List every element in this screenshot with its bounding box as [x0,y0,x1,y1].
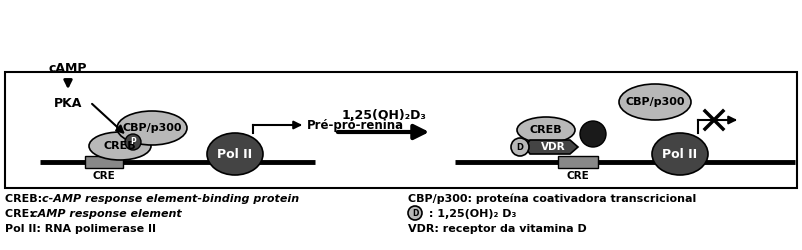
Text: Pol II: Pol II [217,148,253,160]
Circle shape [580,121,606,147]
Text: CRE:: CRE: [5,209,38,219]
Bar [5,72,797,188]
Text: 1,25(OH)₂D₃: 1,25(OH)₂D₃ [342,109,427,122]
Text: CREB: CREB [103,141,136,151]
Text: D: D [411,208,418,218]
Text: CBP/p300: proteína coativadora transcricional: CBP/p300: proteína coativadora transcric… [408,194,696,204]
Bar [85,156,123,168]
Ellipse shape [89,132,151,160]
Text: CRE: CRE [92,171,115,181]
Text: P: P [130,138,136,146]
Polygon shape [525,140,578,154]
Text: Pol II: Pol II [662,148,698,160]
Circle shape [125,134,141,150]
Text: Pol II: RNA polimerase II: Pol II: RNA polimerase II [5,224,156,234]
Text: VDR: receptor da vitamina D: VDR: receptor da vitamina D [408,224,587,234]
Text: D: D [516,142,524,152]
Text: cAMP: cAMP [49,62,87,75]
Text: VDR: VDR [541,142,565,152]
Text: CBP/p300: CBP/p300 [122,123,182,133]
Ellipse shape [517,117,575,143]
Bar [558,156,598,168]
Ellipse shape [117,111,187,145]
Circle shape [408,206,422,220]
Text: cAMP response element: cAMP response element [31,209,182,219]
Text: Pré-pró-renina: Pré-pró-renina [307,118,404,132]
Ellipse shape [207,133,263,175]
Ellipse shape [652,133,708,175]
Text: PKA: PKA [54,97,82,110]
Text: CREB: CREB [529,125,562,135]
Text: c-AMP response element-binding protein: c-AMP response element-binding protein [42,194,299,204]
Text: CBP/p300: CBP/p300 [626,97,685,107]
Text: CREB:: CREB: [5,194,46,204]
Text: : 1,25(OH)₂ D₃: : 1,25(OH)₂ D₃ [425,209,516,219]
Ellipse shape [619,84,691,120]
Text: CRE: CRE [567,171,589,181]
Circle shape [511,138,529,156]
